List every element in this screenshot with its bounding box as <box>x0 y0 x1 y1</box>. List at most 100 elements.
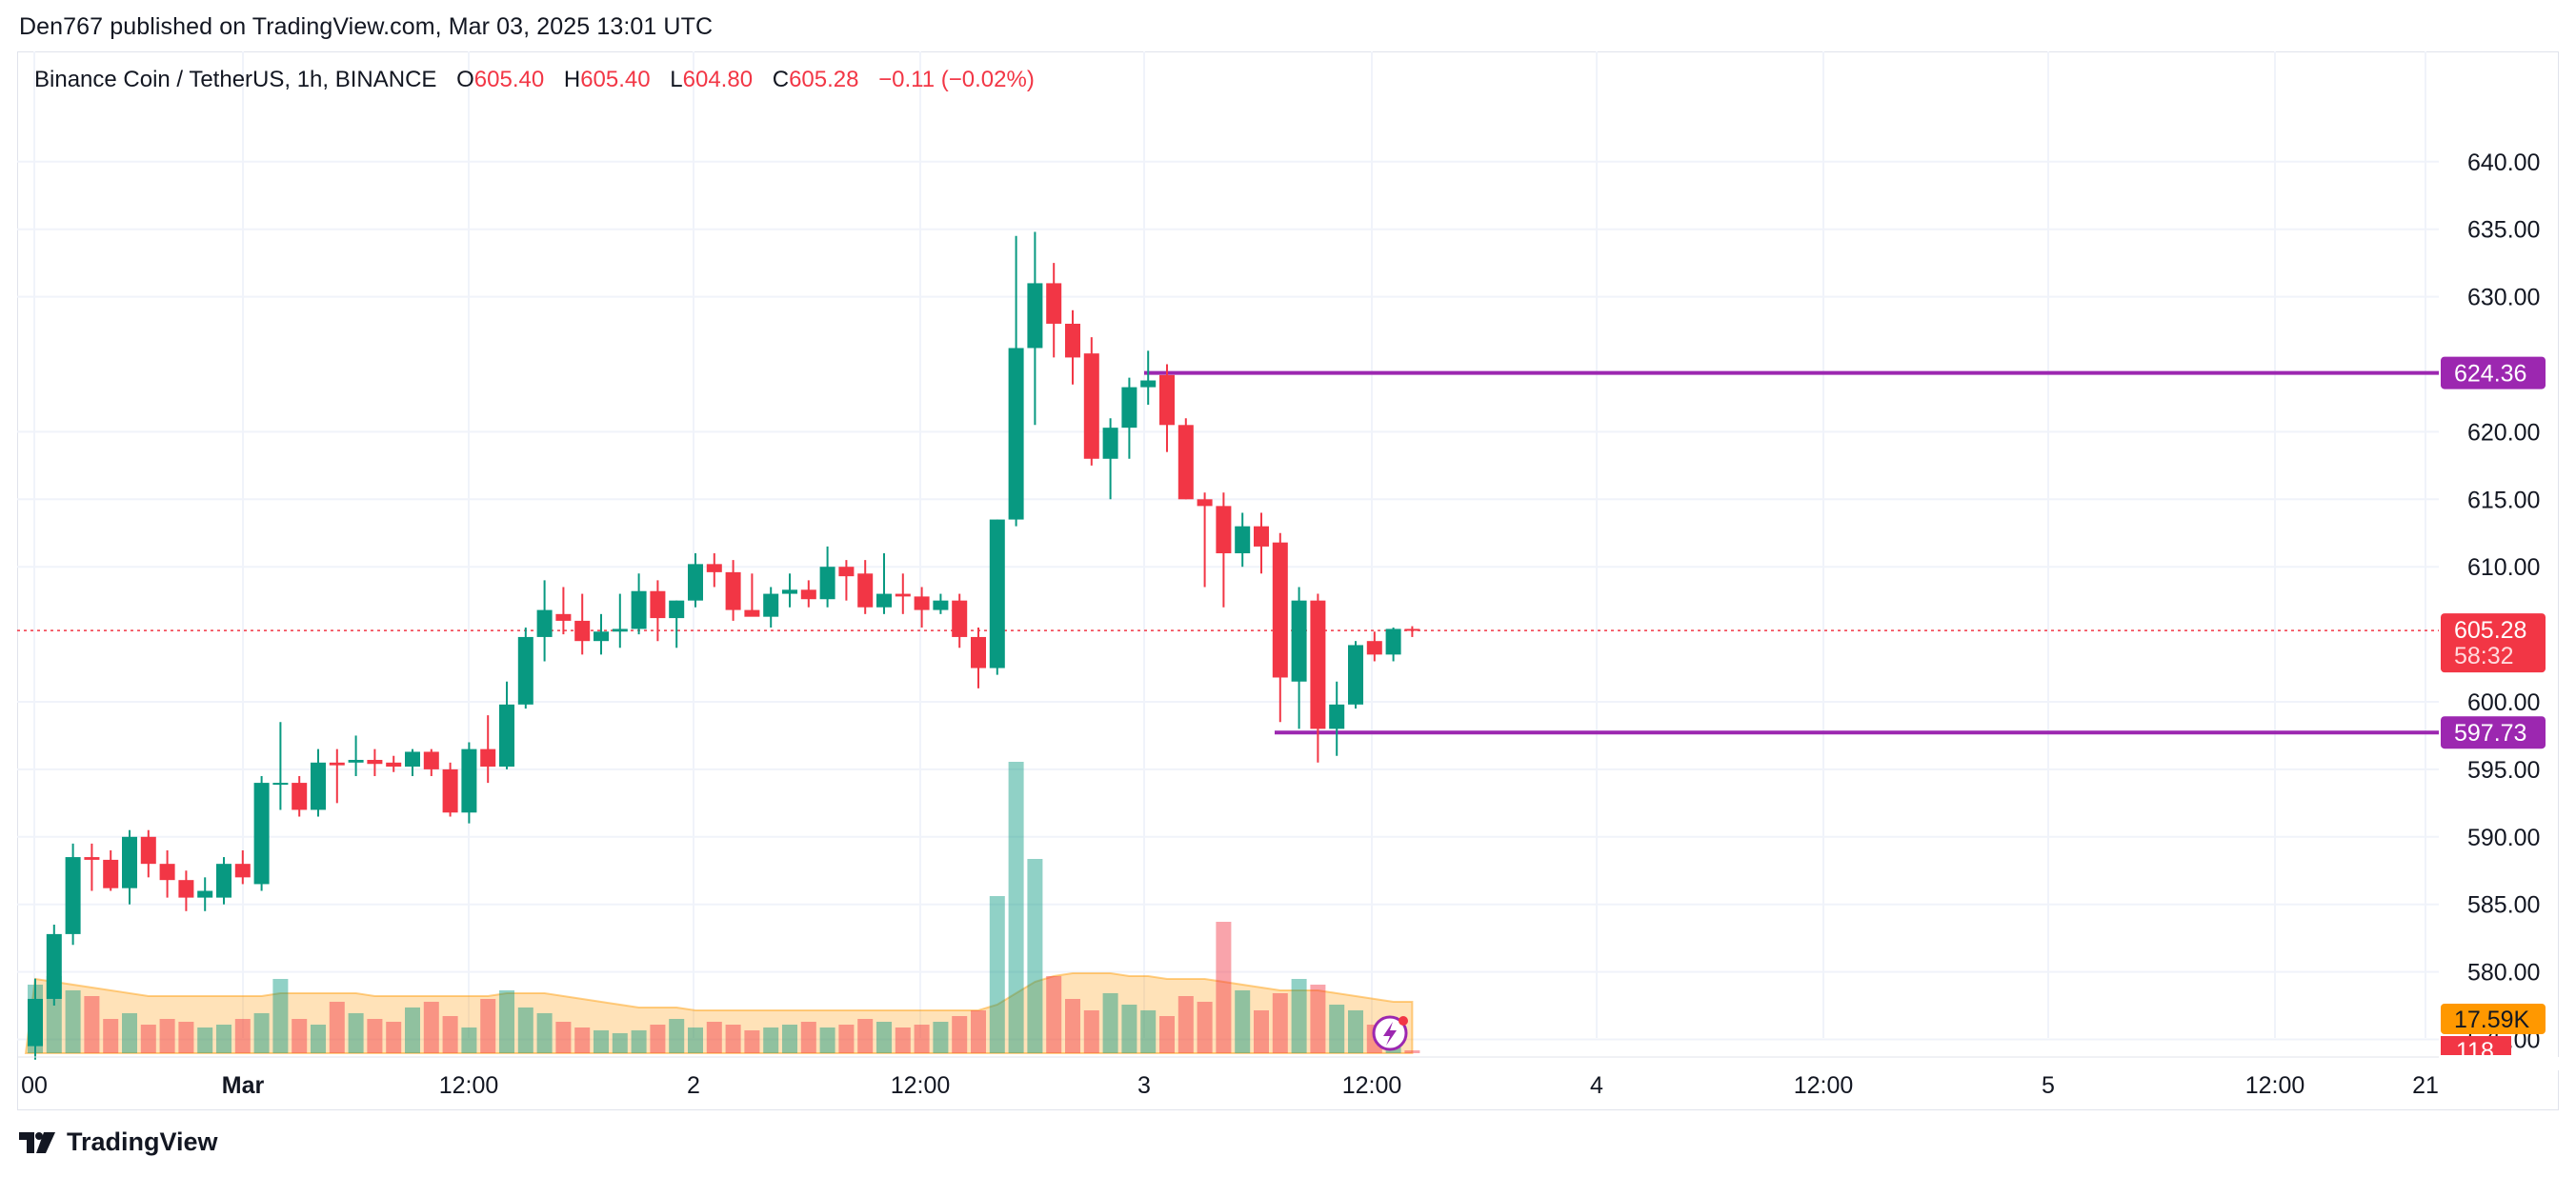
candle-body <box>650 590 666 619</box>
price-tick-label: 595.00 <box>2467 757 2540 784</box>
volume-bar <box>706 1022 722 1053</box>
time-tick-label: 12:00 <box>2245 1072 2305 1099</box>
candle <box>272 722 289 810</box>
candle-body <box>348 759 364 763</box>
candle-body <box>1065 323 1080 358</box>
candle <box>650 580 666 642</box>
volume-bar <box>234 1019 251 1053</box>
candle <box>1310 593 1326 763</box>
candle-body <box>140 836 156 865</box>
candle <box>1366 631 1382 662</box>
candle <box>669 600 685 648</box>
candle <box>782 573 797 608</box>
time-tick-label: 21 <box>2412 1072 2439 1099</box>
tradingview-logo[interactable]: TradingView <box>19 1127 218 1157</box>
brand-name: TradingView <box>67 1127 218 1156</box>
candle <box>178 870 194 911</box>
candle <box>1197 492 1213 588</box>
volume-last-badge-bg <box>2441 1036 2511 1055</box>
candle <box>1159 364 1175 452</box>
candle <box>838 560 855 601</box>
volume-bar <box>1348 1010 1363 1053</box>
level-price-label-bg <box>2441 716 2546 749</box>
candle <box>688 553 703 608</box>
change-value: −0.11 (−0.02%) <box>878 67 1035 92</box>
candle-body <box>517 636 533 705</box>
volume-bar <box>555 1022 572 1053</box>
volume-bar <box>311 1025 326 1053</box>
candle-body <box>442 768 458 813</box>
volume-bar <box>763 1027 779 1053</box>
time-axis[interactable]: 00 Mar 12:00 2 12:00 3 12:00 4 12:00 5 12:00 21 <box>17 1056 2439 1099</box>
candle <box>84 843 100 891</box>
candle-body <box>1177 425 1194 500</box>
horizontal-levels[interactable] <box>17 370 2439 735</box>
candle <box>140 829 156 878</box>
candle <box>65 843 81 946</box>
candle-body <box>1046 283 1062 324</box>
candles[interactable] <box>28 231 1420 1060</box>
candle-body <box>272 783 289 786</box>
volume-bar <box>65 990 81 1053</box>
volume-bar <box>1027 859 1043 1053</box>
volume-bar <box>1121 1005 1137 1053</box>
axis-mask <box>2439 1057 2559 1070</box>
candle <box>1083 337 1099 466</box>
time-tick-label: 00 <box>21 1072 48 1099</box>
candle <box>536 580 553 662</box>
candle-body <box>744 609 760 617</box>
candle <box>706 553 722 588</box>
volume-bar <box>216 1025 231 1053</box>
candle-body <box>253 783 270 885</box>
candle <box>329 748 345 804</box>
candle-body <box>1008 348 1024 520</box>
symbol-title[interactable]: Binance Coin / TetherUS, 1h, BINANCE <box>34 67 437 92</box>
candle-body <box>782 589 797 594</box>
volume-bar <box>140 1025 156 1053</box>
volume-bar <box>857 1019 874 1053</box>
volume-bar <box>819 1027 835 1053</box>
candle <box>800 580 816 608</box>
volume-bar <box>914 1025 930 1053</box>
candle-body <box>895 593 911 597</box>
candle-body <box>800 589 816 600</box>
candle <box>1272 532 1288 723</box>
chart-frame <box>17 51 2559 1110</box>
candle <box>46 924 62 1007</box>
candle-body <box>423 751 439 769</box>
candle <box>367 748 383 776</box>
candle <box>461 742 477 824</box>
price-tick-label: 590.00 <box>2467 825 2540 851</box>
volume-bar <box>423 1002 439 1053</box>
volume-bar <box>253 1013 270 1053</box>
ohlc-legend: Binance Coin / TetherUS, 1h, BINANCE O60… <box>34 67 1035 93</box>
candle <box>442 762 458 817</box>
price-tick-label: 585.00 <box>2467 892 2540 919</box>
candle-body <box>1159 374 1175 426</box>
volume-bar <box>499 990 514 1053</box>
price-tick-label: 580.00 <box>2467 960 2540 987</box>
candle-body <box>631 590 647 629</box>
lightning-icon[interactable] <box>1372 1015 1408 1051</box>
volume-pane <box>24 762 1420 1054</box>
volume-bar <box>103 1019 119 1053</box>
candle-body <box>594 631 609 642</box>
volume-bar <box>517 1007 533 1053</box>
candle <box>499 681 514 769</box>
candle <box>311 748 326 817</box>
candle <box>1140 350 1157 406</box>
candle <box>876 553 892 614</box>
candle-body <box>952 600 968 637</box>
volume-bar <box>461 1027 477 1053</box>
price-axis[interactable]: 640.00 635.00 630.00 620.00 615.00 610.00 600.… <box>2439 150 2559 1070</box>
low-label: L <box>670 67 683 92</box>
candle-body <box>103 859 119 888</box>
candle <box>197 877 213 911</box>
candle-body <box>28 998 43 1047</box>
volume-bar <box>348 1013 364 1053</box>
last-price-badge-bg <box>2441 613 2546 673</box>
candle <box>348 735 364 776</box>
level-price-label: 624.36 <box>2454 361 2526 388</box>
volume-bar <box>329 1002 345 1053</box>
